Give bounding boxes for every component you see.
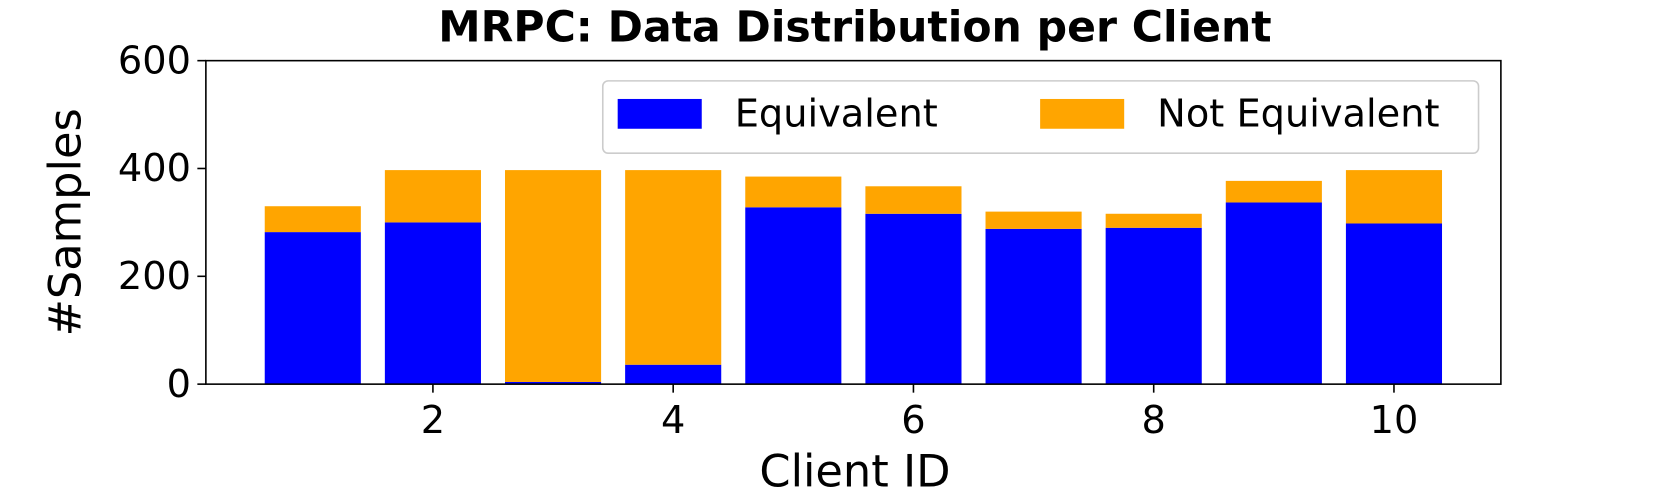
bar-segment [625,364,722,385]
x-tick-label: 2 [421,398,445,443]
bar-segment [1105,227,1202,385]
x-tick-label: 6 [901,398,925,443]
x-tick-label: 10 [1370,398,1419,443]
bar-segment [1225,202,1322,385]
y-axis-label: #Samples [40,108,92,336]
bar-segment [264,232,361,385]
legend-label: Not Equivalent [1157,91,1439,136]
x-tick-label: 8 [1142,398,1166,443]
bar-segment [985,211,1082,229]
bar-segment [1345,170,1443,224]
y-tick-label: 600 [118,38,191,83]
bar-segment [384,170,481,223]
bar-segment [384,222,481,385]
bar-segment [504,170,602,382]
bar-segment [865,213,962,385]
bar-segment [1345,223,1443,385]
y-tick-label: 200 [118,254,191,299]
chart-title: MRPC: Data Distribution per Client [438,2,1271,52]
bar-segment [1225,180,1322,203]
bar-segment [985,228,1082,385]
bar-segment [625,170,722,365]
legend-label: Equivalent [735,91,938,136]
bar-segment [745,176,842,208]
bar-segment [745,207,842,385]
plot-frame [205,59,1502,385]
bar-segment [1105,213,1202,228]
y-tick-label: 0 [167,362,191,407]
bar-segment [264,206,361,233]
bar-segment [504,381,602,385]
bar-segment [865,186,962,214]
legend-swatch [617,98,702,129]
x-tick-label: 4 [661,398,685,443]
x-axis-label: Client ID [759,446,950,498]
legend-swatch [1040,98,1125,129]
y-tick-label: 400 [118,146,191,191]
